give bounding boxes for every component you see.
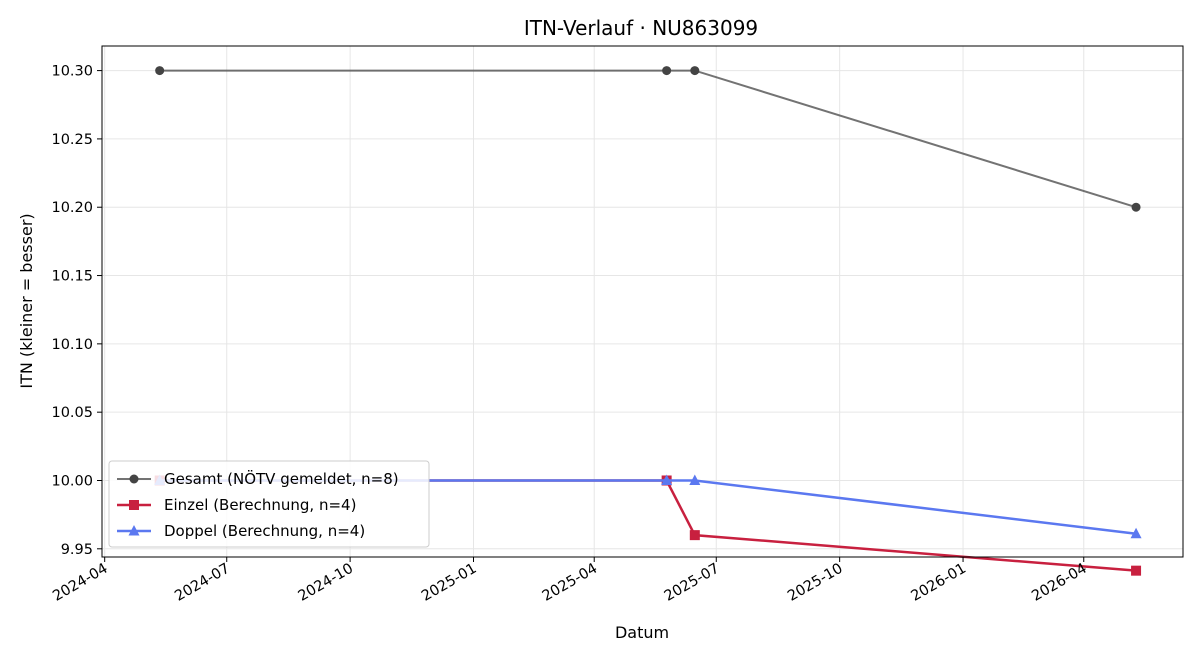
legend-marker [128,525,140,536]
x-tick-label: 2024-07 [172,561,232,605]
data-point [689,474,701,485]
data-point [662,66,672,76]
legend-label: Einzel (Berechnung, n=4) [164,496,356,514]
y-tick-label: 9.95 [61,542,93,558]
x-tick-label: 2025-07 [662,561,722,605]
legend-item: Gesamt (NÖTV gemeldet, n=8) [117,469,399,488]
data-point [1131,565,1142,576]
x-tick-label: 2025-04 [540,561,600,605]
legend-item: Einzel (Berechnung, n=4) [117,496,356,514]
y-tick-label: 10.25 [51,132,93,148]
legend-label: Gesamt (NÖTV gemeldet, n=8) [164,469,399,488]
data-point [1130,527,1142,539]
y-tick-label: 10.30 [51,64,93,80]
series-line [159,69,1137,209]
chart-title: ITN-Verlauf · NU863099 [524,16,758,40]
y-tick-label: 10.10 [51,337,93,353]
x-tick-label: 2025-10 [785,561,845,605]
x-tick-label: 2026-04 [1029,561,1089,605]
y-tick-label: 10.00 [51,473,93,489]
plot-frame [101,45,1184,558]
grid [102,46,1183,557]
data-point [1131,202,1141,212]
y-tick-label: 10.20 [51,200,93,216]
y-tick-label: 10.05 [51,405,93,421]
x-axis-label: Datum [615,623,669,642]
x-tick-label: 2025-01 [419,561,479,605]
legend-box [108,460,430,548]
x-tick-label: 2024-04 [50,561,110,605]
y-axis-label: ITN (kleiner = besser) [17,213,36,388]
legend-item: Doppel (Berechnung, n=4) [117,522,365,540]
data-point [661,474,673,485]
series-circle [155,66,1141,212]
data-point [155,66,165,76]
y-tick-label: 10.15 [51,269,93,285]
legend: Gesamt (NÖTV gemeldet, n=8) Einzel (Berec… [108,460,430,548]
legend-marker [129,500,139,510]
x-tick-label: 2026-01 [909,561,969,605]
data-point [689,530,700,541]
x-tick-label: 2024-10 [296,561,356,605]
legend-label: Doppel (Berechnung, n=4) [164,522,365,540]
data-point [690,66,700,76]
legend-marker [129,474,139,484]
